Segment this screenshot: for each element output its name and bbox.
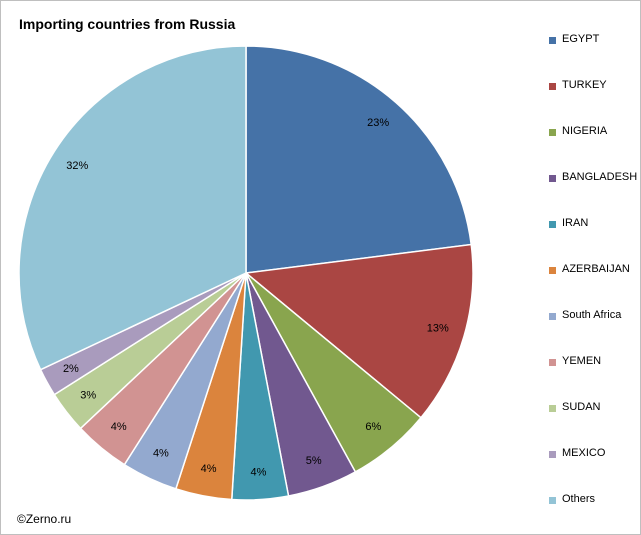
legend-swatch-iran xyxy=(549,221,556,228)
data-label-nigeria: 6% xyxy=(365,421,381,433)
legend-label-turkey: TURKEY xyxy=(562,79,607,91)
data-label-turkey: 13% xyxy=(427,323,449,335)
pie-slice-others xyxy=(18,45,247,371)
legend-item-yemen: YEMEN xyxy=(549,355,640,401)
legend-item-nigeria: NIGERIA xyxy=(549,125,640,171)
legend-item-south-africa: South Africa xyxy=(549,309,640,355)
legend-item-bangladesh: BANGLADESH xyxy=(549,171,640,217)
data-label-mexico: 2% xyxy=(63,363,79,375)
legend-label-others: Others xyxy=(562,493,596,505)
legend-swatch-sudan xyxy=(549,405,556,412)
legend-label-mexico: MEXICO xyxy=(562,447,606,459)
legend-label-iran: IRAN xyxy=(562,217,589,229)
chart-title: Importing countries from Russia xyxy=(19,16,236,32)
data-label-bangladesh: 5% xyxy=(306,455,322,467)
legend: EGYPT TURKEY NIGERIA BANGLADESH IRAN AZERBAIJ… xyxy=(549,33,640,534)
legend-item-others: Others xyxy=(549,493,640,534)
legend-swatch-turkey xyxy=(549,83,556,90)
pie-slice-turkey xyxy=(244,243,474,419)
legend-item-azerbaijan: AZERBAIJAN xyxy=(549,263,640,309)
legend-swatch-others xyxy=(549,497,556,504)
legend-swatch-south-africa xyxy=(549,313,556,320)
legend-item-sudan: SUDAN xyxy=(549,401,640,447)
data-label-south-africa: 4% xyxy=(153,448,169,460)
data-label-iran: 4% xyxy=(251,466,267,478)
data-label-azerbaijan: 4% xyxy=(201,463,217,475)
legend-item-mexico: MEXICO xyxy=(549,447,640,493)
legend-swatch-bangladesh xyxy=(549,175,556,182)
data-label-others: 32% xyxy=(66,160,88,172)
legend-swatch-egypt xyxy=(549,37,556,44)
legend-item-turkey: TURKEY xyxy=(549,79,640,125)
legend-label-sudan: SUDAN xyxy=(562,401,601,413)
legend-item-egypt: EGYPT xyxy=(549,33,640,79)
legend-label-bangladesh: BANGLADESH xyxy=(562,171,638,183)
legend-item-iran: IRAN xyxy=(549,217,640,263)
data-label-egypt: 23% xyxy=(367,117,389,129)
legend-label-azerbaijan: AZERBAIJAN xyxy=(562,263,630,275)
data-label-sudan: 3% xyxy=(80,389,96,401)
legend-swatch-nigeria xyxy=(549,129,556,136)
legend-swatch-yemen xyxy=(549,359,556,366)
legend-swatch-azerbaijan xyxy=(549,267,556,274)
legend-label-yemen: YEMEN xyxy=(562,355,602,367)
source-credit: ©Zerno.ru xyxy=(17,512,72,526)
pie-slice-egypt xyxy=(245,45,473,274)
legend-label-egypt: EGYPT xyxy=(562,33,600,45)
legend-label-south-africa: South Africa xyxy=(562,309,622,321)
legend-label-nigeria: NIGERIA xyxy=(562,125,608,137)
data-label-yemen: 4% xyxy=(111,421,127,433)
legend-swatch-mexico xyxy=(549,451,556,458)
